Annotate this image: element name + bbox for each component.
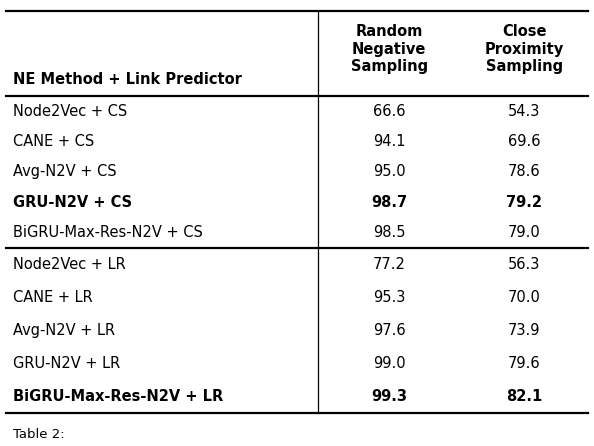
Text: 79.2: 79.2: [506, 194, 542, 210]
Text: NE Method + Link Predictor: NE Method + Link Predictor: [13, 72, 242, 87]
Text: 99.3: 99.3: [371, 388, 407, 404]
Text: 95.0: 95.0: [373, 164, 405, 179]
Text: 79.0: 79.0: [508, 225, 541, 240]
Text: 77.2: 77.2: [372, 256, 406, 272]
Text: 97.6: 97.6: [373, 322, 405, 338]
Text: Avg-N2V + LR: Avg-N2V + LR: [13, 322, 115, 338]
Text: 94.1: 94.1: [373, 134, 405, 149]
Text: 54.3: 54.3: [508, 103, 541, 119]
Text: Avg-N2V + CS: Avg-N2V + CS: [13, 164, 116, 179]
Text: CANE + LR: CANE + LR: [13, 289, 93, 305]
Text: Node2Vec + CS: Node2Vec + CS: [13, 103, 127, 119]
Text: GRU-N2V + CS: GRU-N2V + CS: [13, 194, 132, 210]
Text: 78.6: 78.6: [508, 164, 541, 179]
Text: 98.7: 98.7: [371, 194, 407, 210]
Text: 69.6: 69.6: [508, 134, 541, 149]
Text: Random
Negative
Sampling: Random Negative Sampling: [350, 24, 428, 74]
Text: 98.5: 98.5: [373, 225, 405, 240]
Text: 66.6: 66.6: [373, 103, 405, 119]
Text: 73.9: 73.9: [508, 322, 541, 338]
Text: BiGRU-Max-Res-N2V + LR: BiGRU-Max-Res-N2V + LR: [13, 388, 223, 404]
Text: 82.1: 82.1: [506, 388, 542, 404]
Text: 95.3: 95.3: [373, 289, 405, 305]
Text: Table 2:: Table 2:: [13, 428, 65, 442]
Text: 70.0: 70.0: [508, 289, 541, 305]
Text: BiGRU-Max-Res-N2V + CS: BiGRU-Max-Res-N2V + CS: [13, 225, 203, 240]
Text: GRU-N2V + LR: GRU-N2V + LR: [13, 355, 121, 371]
Text: Node2Vec + LR: Node2Vec + LR: [13, 256, 126, 272]
Text: 99.0: 99.0: [373, 355, 405, 371]
Text: CANE + CS: CANE + CS: [13, 134, 94, 149]
Text: Close
Proximity
Sampling: Close Proximity Sampling: [485, 24, 564, 74]
Text: 56.3: 56.3: [508, 256, 541, 272]
Text: 79.6: 79.6: [508, 355, 541, 371]
